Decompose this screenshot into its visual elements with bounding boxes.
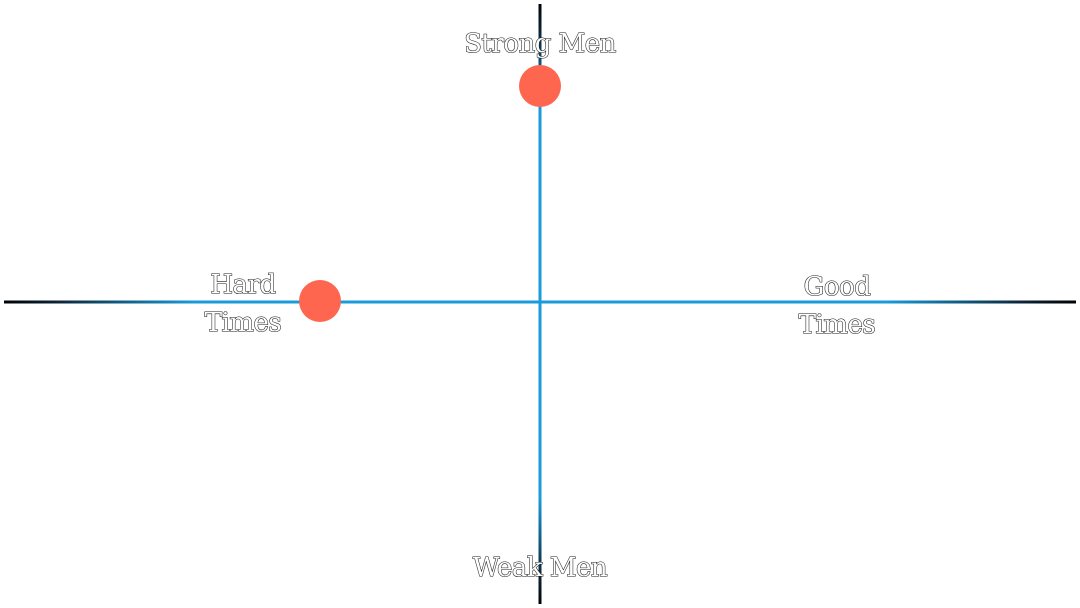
label-good: Good bbox=[804, 272, 871, 302]
label-hard-times: Times bbox=[205, 308, 282, 338]
label-hard: Hard bbox=[210, 270, 275, 300]
label-good-times: Times bbox=[799, 310, 876, 340]
label-strong-men: Strong Men bbox=[464, 29, 617, 59]
marker-hard-times bbox=[299, 280, 341, 322]
marker-strong-men bbox=[519, 65, 561, 107]
label-weak-men: Weak Men bbox=[473, 553, 608, 583]
